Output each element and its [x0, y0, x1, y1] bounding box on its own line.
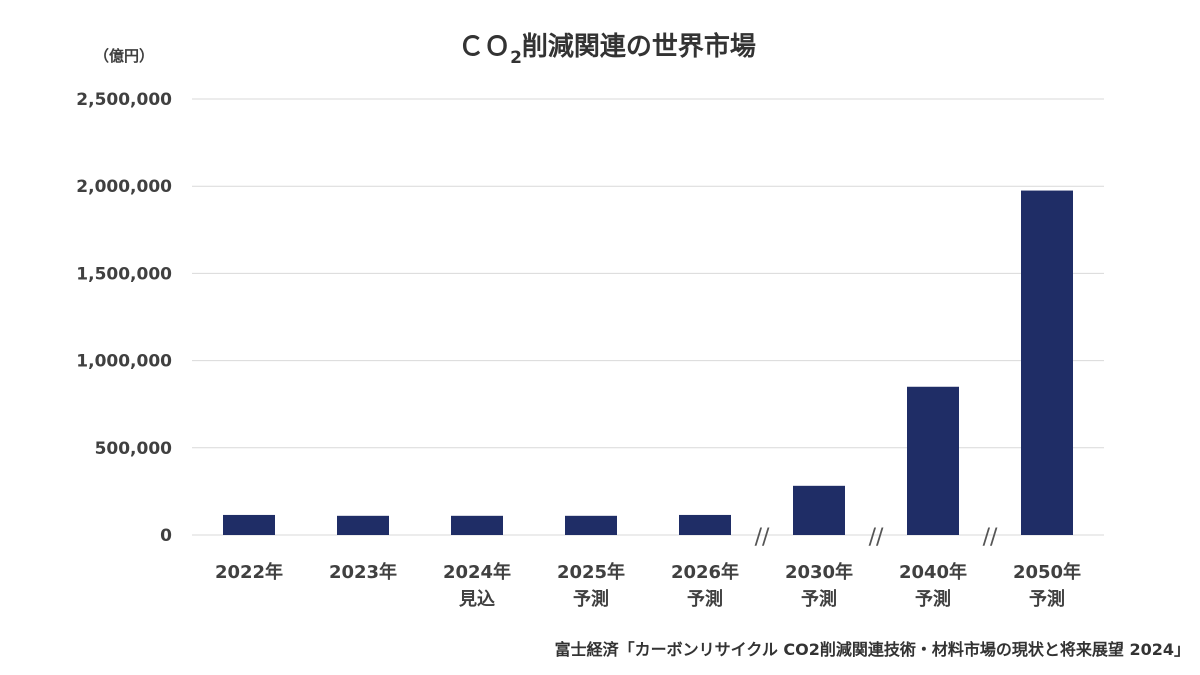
bar	[565, 515, 617, 535]
x-tick-label: 予測	[1029, 588, 1065, 610]
chart-title: ＣＯ2削減関連の世界市場	[458, 31, 756, 68]
bar	[223, 514, 275, 535]
bar	[907, 386, 959, 535]
bar	[679, 514, 731, 535]
y-tick-label: 2,500,000	[76, 90, 172, 110]
x-tick-label: 2025年	[557, 561, 625, 583]
source-note: 富士経済「カーボンリサイクル CO2削減関連技術・材料市場の現状と将来展望 20…	[555, 640, 1190, 659]
x-tick-label: 予測	[687, 588, 723, 610]
bar	[337, 515, 389, 535]
x-tick-label: 2026年	[671, 561, 739, 583]
y-tick-label: 1,500,000	[76, 264, 172, 284]
y-tick-label: 0	[160, 526, 172, 546]
x-tick-label: 2023年	[329, 561, 397, 583]
axis-break-mark: //	[869, 525, 884, 550]
axis-break-mark: //	[983, 525, 998, 550]
y-axis-ticks: 0 500,000 1,000,000 1,500,000 2,000,000 2,500…	[76, 90, 172, 546]
x-tick-label: 予測	[915, 588, 951, 610]
y-tick-label: 2,000,000	[76, 177, 172, 197]
y-tick-label: 1,000,000	[76, 352, 172, 372]
x-tick-label: 2050年	[1013, 561, 1081, 583]
y-axis-unit: （億円）	[94, 47, 154, 65]
x-tick-label: 予測	[801, 588, 837, 610]
axis-breaks: // // //	[755, 525, 998, 550]
y-tick-label: 500,000	[95, 439, 173, 459]
x-tick-label: 2024年	[443, 561, 511, 583]
bar	[793, 485, 845, 535]
x-tick-label: 見込	[458, 589, 495, 610]
x-tick-label: 2030年	[785, 561, 853, 583]
axis-break-mark: //	[755, 525, 770, 550]
bar	[1021, 190, 1073, 535]
bars	[223, 190, 1073, 535]
bar	[451, 515, 503, 535]
gridlines	[192, 98, 1104, 536]
x-tick-label: 2022年	[215, 561, 283, 583]
x-tick-label: 予測	[573, 588, 609, 610]
x-tick-label: 2040年	[899, 561, 967, 583]
